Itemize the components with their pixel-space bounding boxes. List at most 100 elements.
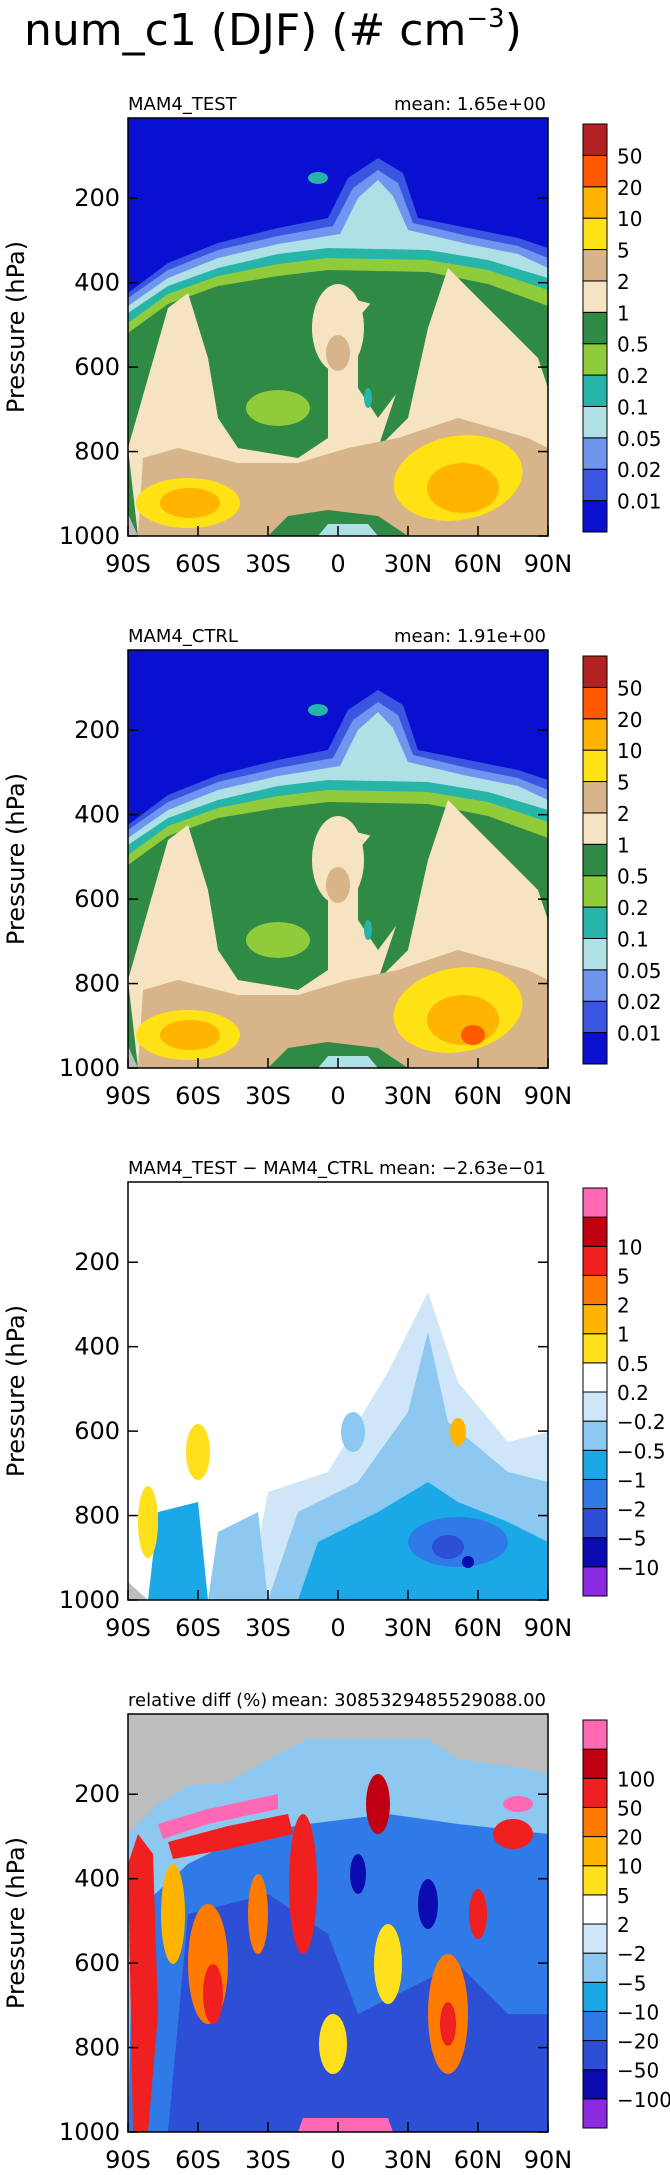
colorbar-swatch bbox=[582, 906, 608, 939]
contour-region bbox=[364, 388, 372, 408]
colorbar-label: −5 bbox=[617, 1971, 646, 1995]
colorbar-label: 0.1 bbox=[617, 395, 649, 419]
colorbar-label: 10 bbox=[617, 1235, 642, 1259]
colorbar-label: −0.2 bbox=[617, 1410, 666, 1434]
x-tick-label: 30S bbox=[245, 1082, 291, 1110]
colorbar-swatch bbox=[582, 1449, 608, 1480]
panel-title-left: MAM4_CTRL bbox=[128, 626, 238, 647]
colorbar-swatch bbox=[582, 374, 608, 407]
x-tick-label: 0 bbox=[330, 550, 345, 578]
colorbar-swatch bbox=[582, 1245, 608, 1276]
colorbar-label: 2 bbox=[617, 1913, 630, 1937]
colorbar-label: −2 bbox=[617, 1498, 646, 1522]
colorbar-label: 1 bbox=[617, 1323, 630, 1347]
colorbar-swatch bbox=[582, 812, 608, 845]
chart-panel-4: relative diff (%) mean: 3085329485529088.… bbox=[2, 1690, 670, 2174]
colorbar-label: −10 bbox=[617, 1556, 659, 1580]
x-tick-label: 60N bbox=[454, 1082, 503, 1110]
contour-region bbox=[312, 284, 364, 372]
contour-region bbox=[432, 1535, 464, 1559]
colorbar-swatch bbox=[582, 937, 608, 971]
colorbar-swatch bbox=[582, 1952, 608, 1983]
x-tick-label: 30N bbox=[384, 1614, 433, 1642]
colorbar-label: 10 bbox=[617, 1855, 642, 1879]
colorbar-swatch bbox=[582, 1894, 608, 1925]
colorbar-swatch bbox=[582, 280, 608, 313]
colorbar-swatch bbox=[582, 1274, 608, 1306]
colorbar-swatch bbox=[582, 1391, 608, 1422]
contour-region bbox=[160, 488, 220, 518]
y-tick-label: 1000 bbox=[59, 1586, 120, 1614]
y-axis-label: Pressure (hPa) bbox=[2, 773, 30, 945]
colorbar-swatch bbox=[582, 781, 608, 814]
colorbar-swatch bbox=[582, 686, 608, 720]
y-tick-label: 200 bbox=[74, 1248, 120, 1276]
y-tick-label: 200 bbox=[74, 1780, 120, 1808]
colorbar-label: 0.01 bbox=[617, 490, 662, 514]
y-tick-label: 600 bbox=[74, 1949, 120, 1977]
x-tick-label: 60N bbox=[454, 1614, 503, 1642]
colorbar-label: −2 bbox=[617, 1942, 646, 1966]
x-tick-label: 90S bbox=[105, 550, 151, 578]
colorbar-swatch bbox=[582, 875, 608, 908]
colorbar-swatch bbox=[582, 1836, 608, 1867]
colorbar-label: 0.5 bbox=[617, 865, 649, 889]
contour-region bbox=[469, 1889, 487, 1939]
contour-region bbox=[168, 1814, 293, 1859]
colorbar-label: −10 bbox=[617, 2000, 659, 2024]
panel-title-right: mean: 1.91e+00 bbox=[394, 626, 546, 647]
colorbar-label: 2 bbox=[617, 270, 630, 294]
contour-region bbox=[418, 1879, 438, 1929]
contour-region bbox=[308, 172, 328, 184]
contour-region bbox=[148, 1502, 208, 1600]
x-tick-label: 30N bbox=[384, 550, 433, 578]
colorbar-swatch bbox=[582, 1748, 608, 1779]
colorbar-swatch bbox=[582, 843, 608, 877]
colorbar-label: 50 bbox=[617, 144, 642, 168]
contour-region bbox=[158, 1794, 278, 1839]
contour-region bbox=[161, 1864, 185, 1964]
colorbar-label: −5 bbox=[617, 1527, 646, 1551]
colorbar-swatch bbox=[582, 2069, 608, 2100]
colorbar-label: 100 bbox=[617, 1767, 655, 1791]
colorbar-swatch bbox=[582, 2098, 608, 2129]
contour-region bbox=[128, 514, 138, 536]
panel-title-right: mean: −2.63e−01 bbox=[379, 1158, 546, 1179]
panel-title-right: mean: 1.65e+00 bbox=[394, 94, 546, 115]
colorbar-label: 0.05 bbox=[617, 959, 662, 983]
y-tick-label: 600 bbox=[74, 353, 120, 381]
colorbar-label: 1 bbox=[617, 833, 630, 857]
colorbar-label: 0.5 bbox=[617, 333, 649, 357]
colorbar-label: 20 bbox=[617, 1826, 642, 1850]
colorbar-label: 0.2 bbox=[617, 896, 649, 920]
x-tick-label: 0 bbox=[330, 1614, 345, 1642]
x-tick-label: 0 bbox=[330, 2146, 345, 2174]
contour-region bbox=[493, 1819, 533, 1849]
contour-region bbox=[318, 524, 378, 536]
plot-area bbox=[128, 1714, 548, 2132]
colorbar-label: −50 bbox=[617, 2059, 659, 2083]
contour-region bbox=[341, 1412, 365, 1452]
colorbar-label: 0.5 bbox=[617, 1352, 649, 1376]
contour-region bbox=[461, 1025, 485, 1045]
contour-region bbox=[128, 1582, 148, 1600]
x-tick-label: 30S bbox=[245, 1614, 291, 1642]
contour-region bbox=[186, 1424, 210, 1480]
chart-panel-3: MAM4_TEST − MAM4_CTRL mean: −2.63e−01 Pres… bbox=[2, 1158, 666, 1642]
colorbar-label: 10 bbox=[617, 207, 642, 231]
colorbar-swatch bbox=[582, 1333, 608, 1364]
x-tick-label: 60S bbox=[175, 550, 221, 578]
panel-title-right: mean: 3085329485529088.00 bbox=[271, 1690, 546, 1711]
colorbar-swatch bbox=[582, 343, 608, 376]
plot-area bbox=[128, 118, 548, 536]
contour-region bbox=[246, 390, 310, 426]
y-tick-label: 800 bbox=[74, 970, 120, 998]
colorbar-swatch bbox=[582, 1981, 608, 2012]
colorbar-label: 0.02 bbox=[617, 458, 662, 482]
colorbar-label: 0.01 bbox=[617, 1022, 662, 1046]
plot-area bbox=[128, 650, 548, 1068]
colorbar-label: 0.02 bbox=[617, 990, 662, 1014]
